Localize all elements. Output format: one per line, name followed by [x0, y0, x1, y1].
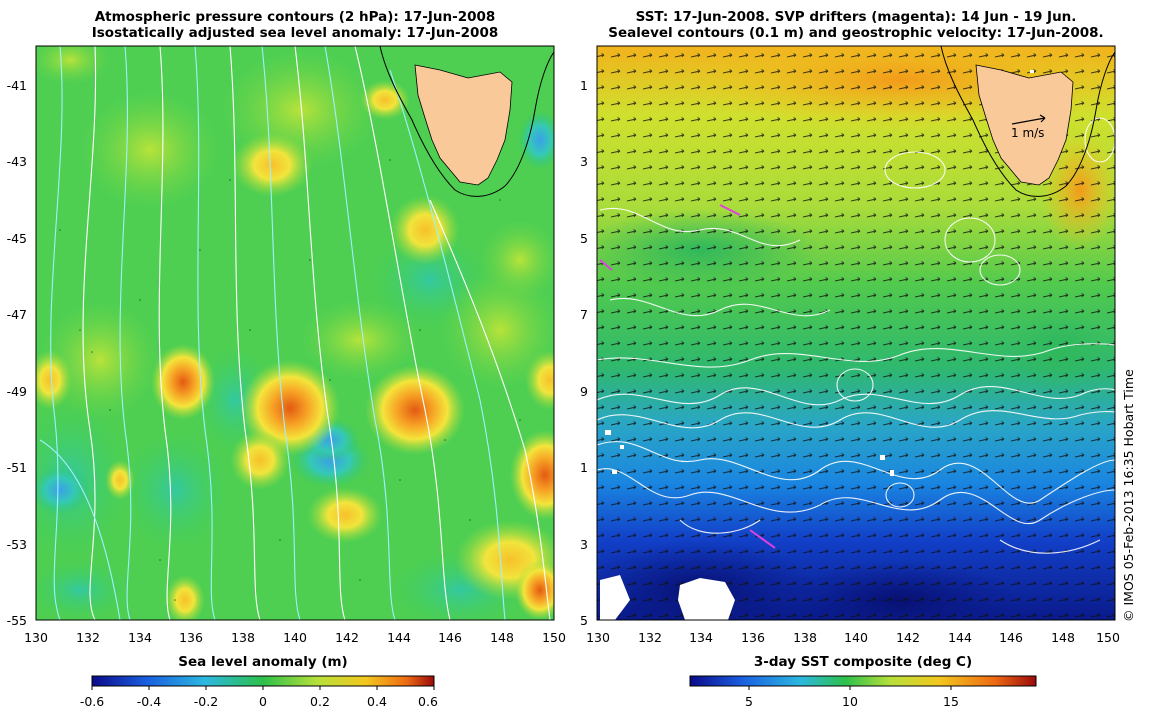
shelf-contour — [940, 46, 1115, 197]
colorbar-tick: 0 — [259, 694, 267, 709]
lon-tick: 148 — [1051, 630, 1075, 645]
left-title-line2: Isostatically adjusted sea level anomaly… — [91, 25, 499, 41]
lat-tick: -53 — [580, 537, 588, 552]
right-title-line1: SST: 17-Jun-2008. SVP drifters (magenta)… — [635, 9, 1077, 25]
colorbar-tick: -0.4 — [137, 694, 161, 709]
lon-tick: 144 — [387, 630, 411, 645]
sst-map[interactable]: 1 m/s -41 -43 -45 -47 -49 -51 -53 -55 13… — [580, 40, 1140, 660]
lon-tick: 146 — [999, 630, 1023, 645]
colorbar-tick: 5 — [745, 694, 753, 709]
sealevel-contours — [597, 117, 1115, 554]
shelf-contour — [379, 46, 554, 197]
credit-label: © IMOS 05-Feb-2013 16:35 Hobart Time — [1121, 369, 1136, 622]
lat-tick: -49 — [580, 384, 588, 399]
lat-tick: -51 — [580, 460, 588, 475]
lon-tick: 140 — [844, 630, 868, 645]
pressure-contours — [39, 46, 551, 620]
lat-tick: -43 — [7, 154, 27, 169]
left-title: Atmospheric pressure contours (2 hPa): 1… — [36, 9, 554, 41]
lon-tick: 132 — [638, 630, 662, 645]
velocity-scale-arrow — [1011, 114, 1046, 125]
lat-tick: -55 — [7, 613, 27, 628]
lon-tick: 134 — [689, 630, 713, 645]
tasmania-land — [975, 64, 1074, 186]
lon-tick: 150 — [1096, 630, 1120, 645]
cloud-mask — [600, 70, 1034, 620]
left-field — [36, 46, 554, 620]
colorbar-tick: -0.2 — [194, 694, 218, 709]
right-lat-axis: -41 -43 -45 -47 -49 -51 -53 -55 — [580, 78, 588, 628]
lon-tick: 150 — [542, 630, 566, 645]
lon-tick: 138 — [793, 630, 817, 645]
lon-tick: 132 — [76, 630, 100, 645]
lat-tick: -45 — [7, 231, 27, 246]
right-lon-axis: 130 132 134 136 138 140 142 144 146 148 … — [586, 630, 1120, 645]
colorbar-tick: 0.2 — [310, 694, 330, 709]
lon-tick: 146 — [438, 630, 462, 645]
right-field: 1 m/s — [597, 46, 1115, 620]
left-lon-axis: 130 132 134 136 138 140 142 144 146 148 … — [24, 630, 566, 645]
lat-tick: -51 — [7, 460, 27, 475]
drifter-dots — [59, 159, 521, 601]
lon-tick: 144 — [948, 630, 972, 645]
lat-tick: -47 — [580, 307, 588, 322]
lat-tick: -55 — [580, 613, 588, 628]
lat-tick: -41 — [7, 78, 27, 93]
right-colorbar: 5 10 15 — [689, 675, 1037, 709]
left-title-line1: Atmospheric pressure contours (2 hPa): 1… — [94, 9, 496, 25]
svp-drifters — [599, 204, 776, 549]
lon-tick: 136 — [179, 630, 203, 645]
right-colorbar-title: 3-day SST composite (deg C) — [753, 654, 973, 670]
left-colorbar-title: Sea level anomaly (m) — [178, 654, 348, 670]
lat-tick: -41 — [580, 78, 588, 93]
sea-level-anomaly-map[interactable]: -41 -43 -45 -47 -49 -51 -53 -55 130 132 … — [0, 40, 570, 660]
lat-tick: -45 — [580, 231, 588, 246]
left-lat-axis: -41 -43 -45 -47 -49 -51 -53 -55 — [7, 78, 27, 628]
left-colorbar: -0.6 -0.4 -0.2 0 0.2 0.4 0.6 — [80, 675, 438, 709]
colorbar-tick: 0.6 — [418, 694, 438, 709]
lon-tick: 142 — [335, 630, 359, 645]
colorbar-tick: 10 — [842, 694, 858, 709]
scale-arrow-label: 1 m/s — [1011, 126, 1044, 140]
lat-tick: -49 — [7, 384, 27, 399]
lon-tick: 138 — [231, 630, 255, 645]
lon-tick: 136 — [741, 630, 765, 645]
lon-tick: 134 — [128, 630, 152, 645]
colorbar-tick: -0.6 — [80, 694, 104, 709]
lon-tick: 142 — [896, 630, 920, 645]
lon-tick: 130 — [586, 630, 610, 645]
colorbar-tick: 0.4 — [367, 694, 387, 709]
right-title: SST: 17-Jun-2008. SVP drifters (magenta)… — [597, 9, 1115, 41]
lat-tick: -47 — [7, 307, 27, 322]
lat-tick: -53 — [7, 537, 27, 552]
lon-tick: 148 — [490, 630, 514, 645]
lon-tick: 140 — [283, 630, 307, 645]
tasmania-land — [414, 64, 513, 186]
right-title-line2: Sealevel contours (0.1 m) and geostrophi… — [608, 25, 1104, 41]
lon-tick: 130 — [24, 630, 48, 645]
colorbar-tick: 15 — [943, 694, 959, 709]
lat-tick: -43 — [580, 154, 588, 169]
